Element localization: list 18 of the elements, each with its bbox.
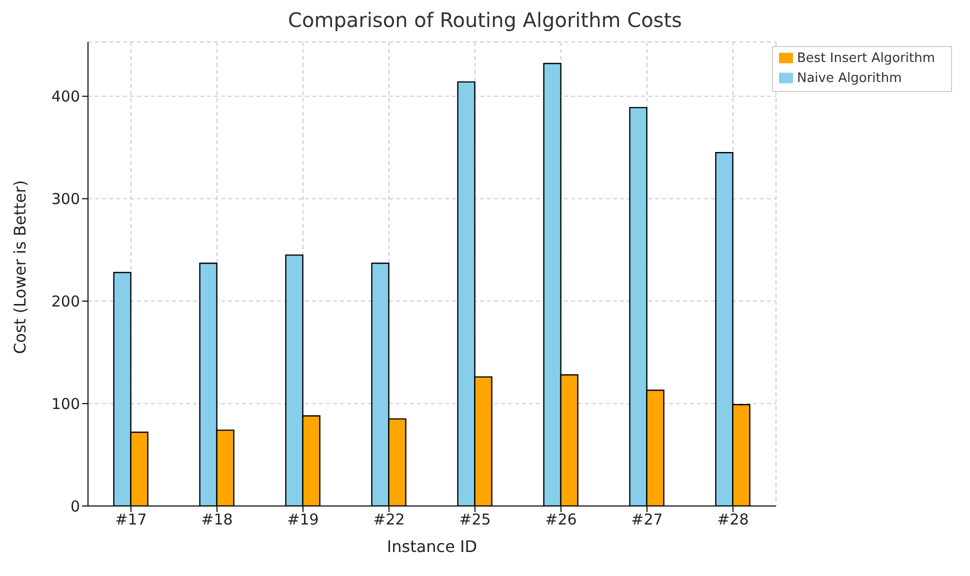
x-tick-label: #17	[115, 510, 147, 529]
y-tick-label: 300	[51, 190, 80, 208]
y-axis-title: Cost (Lower is Better)	[10, 180, 30, 354]
x-tick-label: #19	[287, 510, 319, 529]
x-tick-label: #28	[717, 510, 749, 529]
x-tick-label: #27	[631, 510, 663, 529]
x-tick-label: #25	[459, 510, 491, 529]
y-tick-label: 400	[51, 88, 80, 106]
x-tick-label: #22	[373, 510, 405, 529]
y-tick-label: 100	[51, 394, 80, 413]
x-tick-label: #26	[545, 510, 577, 529]
x-tick-label: #18	[201, 510, 233, 529]
chart-title: Comparison of Routing Algorithm Costs	[287, 8, 683, 34]
legend-label: Best Insert Algorithm	[796, 51, 935, 66]
y-tick-label: 0	[70, 497, 80, 516]
legend-label: Naive Algorithm	[796, 71, 902, 86]
y-tick-label: 200	[51, 292, 80, 310]
x-axis-title: Instance ID	[386, 537, 478, 556]
